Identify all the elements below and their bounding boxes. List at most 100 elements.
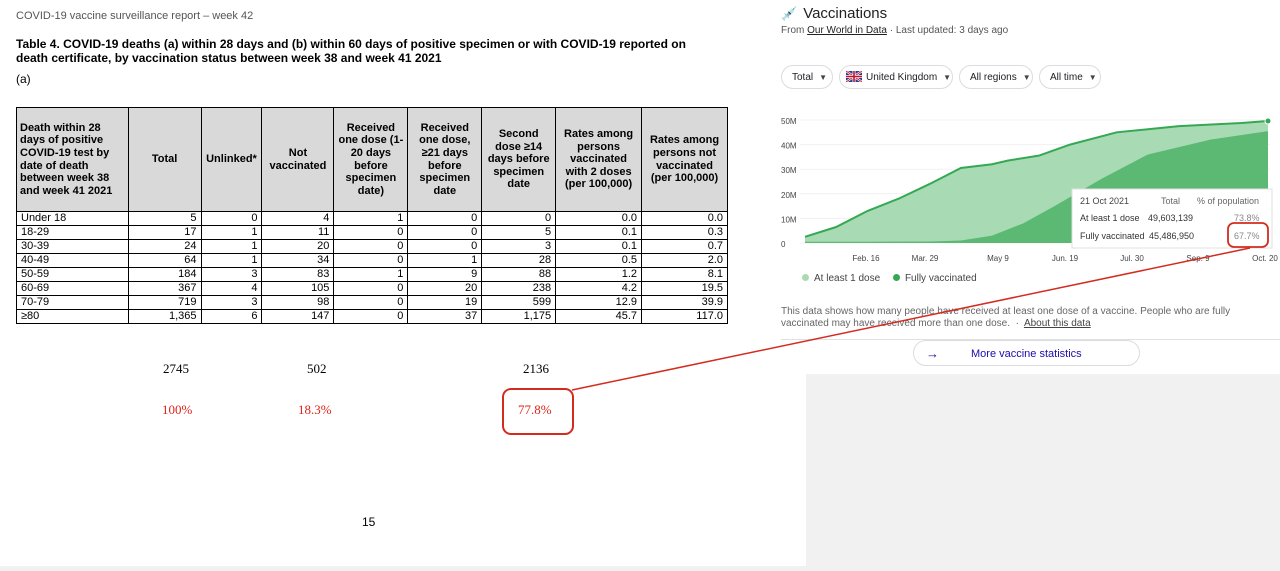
table-cell: 6: [200, 309, 263, 324]
tooltip-row2-pct: 67.7%: [1234, 231, 1260, 241]
table-row: 40-49 64 1 34 0 1 28 0.5 2.0: [16, 253, 728, 268]
measure-value: Total: [792, 72, 814, 83]
column-header: Unlinked*: [200, 107, 263, 212]
x-tick-label: Mar. 29: [912, 254, 939, 263]
chevron-down-icon: ▼: [819, 73, 828, 82]
deaths-table: Death within 28 days of positive COVID-1…: [16, 107, 728, 324]
arrow-right-icon: →: [926, 346, 939, 361]
table-row: 60-69 367 4 105 0 20 238 4.2 19.5: [16, 281, 728, 296]
table-row: 30-39 24 1 20 0 0 3 0.1 0.7: [16, 239, 728, 254]
pct-total: 100%: [162, 402, 193, 417]
x-tick-label: May 9: [987, 254, 1009, 263]
chart-tooltip: 21 Oct 2021 Total % of population At lea…: [1071, 188, 1273, 249]
table-cell: 1,175: [481, 309, 557, 324]
table-row: ≥80 1,365 6 147 0 37 1,175 45.7 117.0: [16, 309, 728, 324]
chart-legend: At least 1 dose Fully vaccinated: [802, 273, 977, 284]
last-updated: · Last updated: 3 days ago: [886, 25, 1009, 36]
document-header: COVID-19 vaccine surveillance report – w…: [16, 10, 254, 22]
table-cell: 1,365: [127, 309, 202, 324]
x-tick-label: Jul. 30: [1120, 254, 1144, 263]
table-cell: 37: [407, 309, 483, 324]
column-header: Received one dose, ≥21 days before speci…: [407, 107, 483, 212]
row-label-cell: ≥80: [16, 309, 129, 324]
tooltip-row2-total: 45,486,950: [1149, 231, 1194, 241]
more-button-label: More vaccine statistics: [971, 348, 1082, 360]
legend-label-at-least-1-dose: At least 1 dose: [814, 273, 881, 284]
about-data-link[interactable]: About this data: [1023, 317, 1091, 329]
x-tick-label: Jun. 19: [1052, 254, 1079, 263]
region-value: All regions: [970, 72, 1017, 83]
tooltip-date: 21 Oct 2021: [1080, 196, 1129, 206]
tooltip-background: [1071, 188, 1273, 249]
table-row: 70-79 719 3 98 0 19 599 12.9 39.9: [16, 295, 728, 310]
table-cell: 184: [127, 267, 202, 282]
subtable-label: (a): [16, 72, 31, 86]
table-title: Table 4. COVID-19 deaths (a) within 28 d…: [16, 37, 686, 65]
divider: [781, 339, 1280, 340]
column-header: Rates among persons vaccinated with 2 do…: [555, 107, 643, 212]
column-header: Not vaccinated: [261, 107, 335, 212]
highlight-box-fully-vaccinated: [1227, 222, 1269, 248]
source-line: From Our World in Data · Last updated: 3…: [781, 25, 1008, 36]
y-tick-label: 20M: [781, 191, 797, 200]
pct-not-vaccinated: 18.3%: [298, 402, 332, 417]
more-vaccine-statistics-button[interactable]: → More vaccine statistics: [913, 340, 1140, 366]
country-dropdown[interactable]: United Kingdom ▼: [839, 65, 953, 89]
page-number: 15: [362, 515, 376, 529]
time-range-value: All time: [1050, 72, 1083, 83]
table-cell: 45.7: [555, 309, 643, 324]
latest-point-marker: [1264, 117, 1272, 125]
y-tick-label: 50M: [781, 117, 797, 126]
row-label-cell: 70-79: [16, 295, 129, 310]
highlight-box-second-dose: [502, 388, 574, 435]
table-cell: 147: [261, 309, 335, 324]
sum-total: 2745: [163, 361, 189, 376]
chevron-down-icon: ▼: [943, 73, 952, 82]
table-header-row: Death within 28 days of positive COVID-1…: [16, 107, 728, 212]
tooltip-col-total: Total: [1161, 196, 1180, 206]
table-cell: 719: [127, 295, 202, 310]
y-tick-label: 10M: [781, 215, 797, 224]
x-tick-label: Feb. 16: [852, 254, 880, 263]
table-cell: 24: [127, 239, 202, 254]
y-tick-label: 30M: [781, 166, 797, 175]
chevron-down-icon: ▼: [1088, 73, 1097, 82]
tooltip-row1-total: 49,603,139: [1148, 213, 1193, 223]
time-range-dropdown[interactable]: All time ▼: [1039, 65, 1101, 89]
y-tick-label: 40M: [781, 142, 797, 151]
column-header: Rates among persons not vaccinated (per …: [641, 107, 728, 212]
table-cell: 117.0: [641, 309, 728, 324]
table-cell: 0.0: [555, 211, 643, 226]
tooltip-col-pct: % of population: [1197, 196, 1259, 206]
series-line-at-least-1-dose: [804, 119, 1269, 238]
tooltip-row1-pct: 73.8%: [1234, 213, 1260, 223]
panel-title: 💉 Vaccinations: [781, 5, 887, 22]
pct-second-dose: 77.8%: [518, 402, 552, 417]
connector-line: [571, 247, 1251, 391]
column-header: Received one dose (1-20 days before spec…: [333, 107, 409, 212]
uk-flag-icon: [846, 71, 862, 82]
column-header: Death within 28 days of positive COVID-1…: [16, 107, 129, 212]
legend-swatch-fully-vaccinated: [892, 274, 900, 281]
tooltip-row1-label: At least 1 dose: [1080, 213, 1140, 223]
y-tick-label: 0: [781, 240, 786, 249]
chevron-down-icon: ▼: [1022, 73, 1031, 82]
country-value: United Kingdom: [866, 72, 938, 83]
document-page: COVID-19 vaccine surveillance report – w…: [0, 0, 806, 566]
legend-swatch-at-least-1-dose: [802, 274, 809, 281]
region-dropdown[interactable]: All regions ▼: [959, 65, 1033, 89]
panel-title-text: Vaccinations: [803, 5, 888, 22]
source-link[interactable]: Our World in Data: [807, 25, 887, 36]
legend-label-fully-vaccinated: Fully vaccinated: [904, 273, 977, 284]
source-prefix: From: [781, 25, 808, 36]
syringe-icon: 💉: [781, 6, 798, 21]
tooltip-row2-label: Fully vaccinated: [1080, 231, 1145, 241]
sum-second-dose: 2136: [523, 361, 549, 376]
measure-dropdown[interactable]: Total ▼: [781, 65, 833, 89]
table-cell: 3: [200, 295, 263, 310]
x-tick-label: Oct. 20: [1252, 254, 1278, 263]
sum-not-vaccinated: 502: [307, 361, 327, 376]
table-cell: 8.1: [641, 267, 728, 282]
column-header: Second dose ≥14 days before specimen dat…: [481, 107, 557, 212]
